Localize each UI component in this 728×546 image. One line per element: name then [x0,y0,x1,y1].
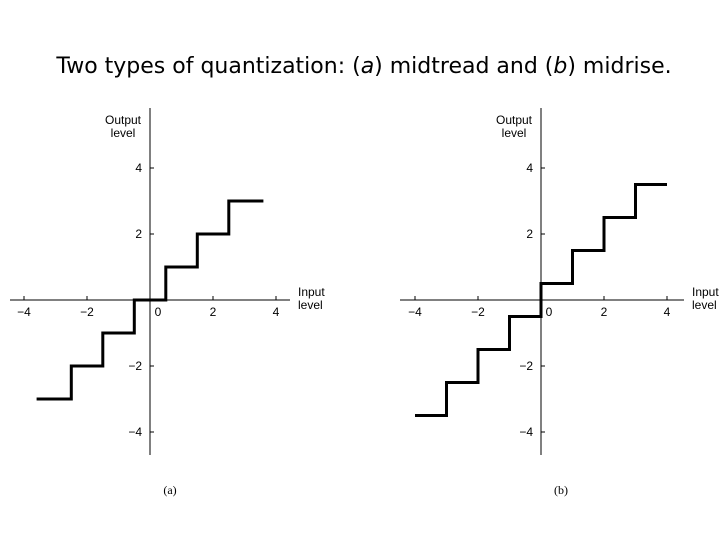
y-tick-label: −4 [128,425,142,439]
y-axis-title: level [502,126,527,140]
x-tick-label: 0 [155,305,162,319]
x-axis-title: level [692,298,717,312]
y-axis-title: Output [496,113,533,127]
x-tick-label: −4 [408,305,422,319]
x-tick-label: 0 [546,305,553,319]
panel-label: (b) [554,483,568,497]
x-axis-title: level [298,298,323,312]
x-tick-label: −2 [471,305,485,319]
title-suffix: ) midrise. [567,54,672,79]
title-b: b [553,54,568,79]
y-tick-label: −2 [128,359,142,373]
x-axis-title: Input [298,285,325,299]
x-tick-label: 4 [273,305,280,319]
x-tick-label: 4 [664,305,671,319]
y-tick-label: 2 [135,227,142,241]
y-axis-title: Output [105,113,142,127]
step-series-line [415,183,667,417]
title-a: a [360,54,375,79]
y-tick-label: 4 [526,161,533,175]
x-tick-label: −2 [80,305,94,319]
x-axis-title: Input [692,285,719,299]
step-series-line [36,199,264,401]
y-tick-label: 2 [526,227,533,241]
panel-label: (a) [163,483,176,497]
title-prefix: Two types of quantization: ( [56,54,361,79]
slide-title: Two types of quantization: (a) midtread … [0,54,728,79]
x-tick-label: 2 [210,305,217,319]
y-tick-label: −4 [519,425,533,439]
y-tick-label: −2 [519,359,533,373]
y-axis-title: level [111,126,136,140]
x-tick-label: 2 [601,305,608,319]
title-middle: ) midtread and ( [374,54,554,79]
x-tick-label: −4 [17,305,31,319]
y-tick-label: 4 [135,161,142,175]
